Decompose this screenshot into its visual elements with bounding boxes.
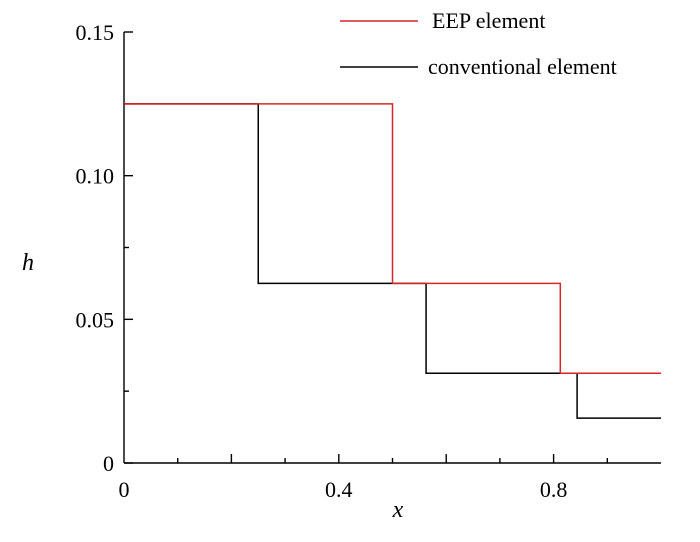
legend: EEP element conventional element — [340, 8, 617, 79]
x-tick-label: 0.4 — [325, 477, 353, 502]
plot-area — [123, 31, 661, 464]
y-tick-label: 0.15 — [76, 20, 115, 45]
legend-label: EEP element — [432, 8, 545, 33]
y-tick-label: 0 — [103, 451, 114, 476]
legend-label: conventional element — [428, 54, 617, 79]
y-axis-label: h — [22, 250, 34, 276]
x-tick-label: 0 — [119, 477, 130, 502]
x-axis-label: x — [392, 497, 404, 523]
x-tick-label: 0.8 — [540, 477, 568, 502]
series-line-eep-element — [124, 103, 661, 374]
axis-ticks — [124, 31, 608, 464]
series-line-conventional-element — [124, 103, 661, 419]
y-tick-label: 0.10 — [76, 164, 115, 189]
y-tick-label: 0.05 — [76, 307, 115, 332]
series-layer — [124, 103, 661, 419]
